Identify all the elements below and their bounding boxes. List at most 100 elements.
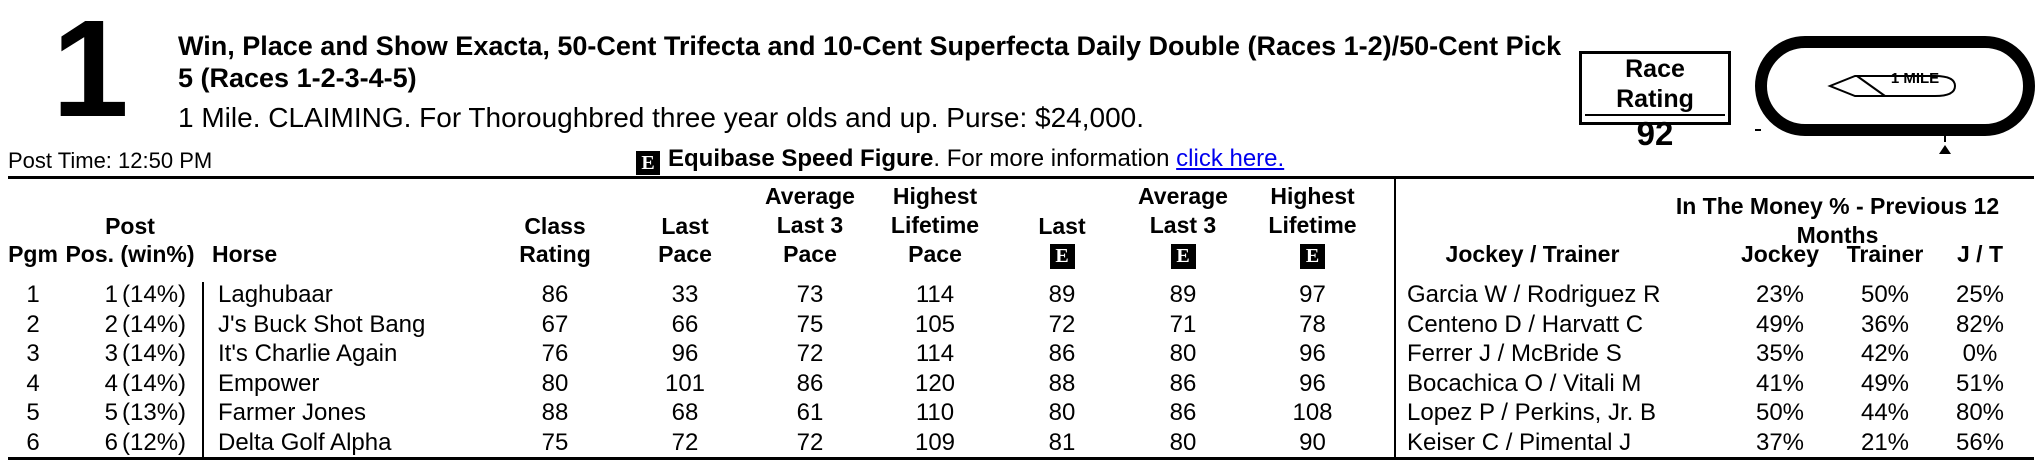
cell-trainer-pct: 36% xyxy=(1860,310,1910,338)
header-highe-icon-wrap: E xyxy=(1255,240,1370,269)
cell-pgm: 6 xyxy=(26,428,40,456)
equibase-e-icon: E xyxy=(1049,244,1075,269)
race-number: 1 xyxy=(52,0,129,146)
cell-jt-pct: 25% xyxy=(1955,281,2005,308)
cell-avg-pace: 86 xyxy=(796,369,824,397)
cell-class: 75 xyxy=(541,428,569,456)
cell-avg-pace: 72 xyxy=(796,340,824,367)
equibase-e-icon: E xyxy=(636,151,660,175)
cell-trainer-pct: 50% xyxy=(1860,281,1910,308)
cell-pp: 1 xyxy=(104,281,118,308)
cell-high-pace: 109 xyxy=(914,428,956,456)
column-separator xyxy=(1394,178,1396,458)
cell-horse: Delta Golf Alpha xyxy=(218,428,392,456)
cell-horse: J's Buck Shot Bang xyxy=(218,310,426,338)
cell-jt: Centeno D / Harvatt C xyxy=(1407,310,1644,338)
cell-avg-e: 86 xyxy=(1169,399,1197,426)
header-avgpace-line2: Last 3 xyxy=(776,212,844,238)
race-rating-label: Race Rating xyxy=(1585,54,1725,116)
speed-figure-title: Equibase Speed Figure xyxy=(668,145,934,172)
cell-last-e: 81 xyxy=(1048,428,1076,456)
cell-trainer-pct: 44% xyxy=(1860,399,1910,426)
cell-horse: It's Charlie Again xyxy=(218,340,398,367)
speed-figure-text: . For more information xyxy=(933,145,1177,172)
cell-avg-pace: 75 xyxy=(796,310,824,338)
table-top-rule xyxy=(8,176,2034,179)
cell-jt-pct: 51% xyxy=(1955,369,2005,397)
cell-jt-pct: 0% xyxy=(1962,340,1998,367)
cell-class: 86 xyxy=(541,281,569,308)
equibase-e-icon: E xyxy=(1300,244,1325,269)
header-jockey: Jockey xyxy=(1740,241,1819,267)
cell-pgm: 2 xyxy=(26,310,40,338)
header-highpace-line1: Highest xyxy=(892,183,978,209)
header-post-line1: Post xyxy=(105,213,155,239)
cell-high-pace: 114 xyxy=(915,340,955,367)
cell-last-e: 88 xyxy=(1048,369,1076,397)
cell-jockey-pct: 41% xyxy=(1755,369,1805,397)
cell-last-e: 89 xyxy=(1048,281,1076,308)
cell-last-pace: 68 xyxy=(671,399,699,426)
cell-last-e: 80 xyxy=(1048,399,1076,426)
cell-horse: Empower xyxy=(218,369,320,397)
race-title: Win, Place and Show Exacta, 50-Cent Trif… xyxy=(178,31,1562,93)
header-jt: J / T xyxy=(1956,241,2003,267)
cell-avg-e: 89 xyxy=(1169,281,1197,308)
header-class-line1: Class xyxy=(524,213,586,239)
cell-pp: 2 xyxy=(104,310,118,338)
header-avge-line1: Average xyxy=(1138,183,1228,209)
cell-jt: Garcia W / Rodriguez R xyxy=(1407,281,1661,308)
header-avgpace-line1: Average xyxy=(765,183,855,209)
cell-avg-pace: 73 xyxy=(796,281,824,308)
horse-column-separator xyxy=(202,282,204,458)
header-lastpace-line1: Last xyxy=(661,213,709,239)
cell-high-pace: 105 xyxy=(914,310,956,338)
header-lastpace-line2: Pace xyxy=(658,241,712,267)
cell-jt-pct: 82% xyxy=(1955,310,2005,338)
cell-last-e: 86 xyxy=(1048,340,1076,367)
cell-class: 67 xyxy=(541,310,569,338)
post-time: Post Time: 12:50 PM xyxy=(8,148,213,173)
cell-jt: Lopez P / Perkins, Jr. B xyxy=(1407,399,1657,426)
equibase-e-icon: E xyxy=(1170,244,1196,269)
cell-last-pace: 66 xyxy=(671,310,699,338)
header-avgpace-line3: Pace xyxy=(783,241,837,267)
cell-pgm: 4 xyxy=(26,369,40,397)
cell-horse: Farmer Jones xyxy=(218,399,367,426)
cell-last-pace: 101 xyxy=(664,369,706,397)
cell-horse: Laghubaar xyxy=(218,281,333,308)
cell-last-e: 72 xyxy=(1048,310,1076,338)
cell-trainer-pct: 21% xyxy=(1860,428,1910,456)
cell-pp: 4 xyxy=(104,369,118,397)
cell-jt-pct: 56% xyxy=(1955,428,2005,456)
cell-high-e: 78 xyxy=(1299,310,1326,338)
header-itm: In The Money % - Previous 12 Months xyxy=(1675,193,2000,248)
cell-high-pace: 114 xyxy=(915,281,955,308)
cell-high-e: 96 xyxy=(1299,369,1326,397)
cell-high-e: 108 xyxy=(1292,399,1333,426)
cell-last-pace: 72 xyxy=(671,428,699,456)
cell-avg-pace: 72 xyxy=(796,428,824,456)
cell-pp: 6 xyxy=(104,428,118,456)
header-highe-line1: Highest xyxy=(1270,183,1355,209)
header-highpace-line2: Lifetime xyxy=(890,212,980,238)
header-post-line2: Pos. (win%) xyxy=(65,241,195,267)
cell-avg-e: 71 xyxy=(1169,310,1197,338)
table-row: 2 2 (14%) J's Buck Shot Bang 67 66 75 105 72 71 78… xyxy=(0,310,2040,339)
more-info-link[interactable]: click here. xyxy=(1176,145,1285,172)
cell-avg-pace: 61 xyxy=(796,399,824,426)
track-distance-label: 1 MILE xyxy=(1891,70,1939,87)
cell-high-pace: 110 xyxy=(915,399,955,426)
track-diagram-icon: 1 MILE xyxy=(1755,36,2035,154)
table-row: 3 3 (14%) It's Charlie Again 76 96 72 114 86 80 96… xyxy=(0,339,2040,368)
header-highe-line2: Lifetime xyxy=(1268,212,1357,238)
cell-high-e: 90 xyxy=(1299,428,1326,456)
header-avge-line2: Last 3 xyxy=(1149,212,1217,238)
cell-win: (14%) xyxy=(122,340,187,367)
cell-pp: 5 xyxy=(104,399,118,426)
table-row: 4 4 (14%) Empower 80 101 86 120 88 86 96 Bocachica … xyxy=(0,369,2040,398)
cell-class: 88 xyxy=(541,399,569,426)
race-conditions: 1 Mile. CLAIMING. For Thoroughbred three… xyxy=(178,102,1144,133)
cell-win: (14%) xyxy=(122,310,187,338)
cell-pgm: 3 xyxy=(26,340,40,367)
